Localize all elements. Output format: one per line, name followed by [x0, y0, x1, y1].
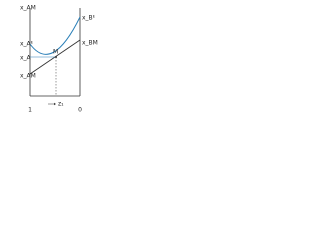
arrow-head [54, 102, 56, 106]
axis-label: z₁ [58, 101, 64, 108]
label: x_Bᴱ [82, 15, 96, 22]
axis-label: 1 [28, 107, 32, 114]
curve [29, 16, 81, 55]
axis-label: 0 [78, 107, 82, 114]
label: x_Aᴱ [20, 41, 34, 48]
point-m [55, 56, 57, 58]
axis-label: x_AM [20, 5, 36, 12]
label: x_AM [20, 73, 36, 80]
label: x_BM [82, 40, 98, 47]
label: x_A [20, 55, 32, 62]
diagram: x_AM 1 0 z₁ x_Aᴱ x_A x_AM x_Bᴱ x_BM M [20, 5, 98, 114]
label: M [53, 49, 58, 56]
